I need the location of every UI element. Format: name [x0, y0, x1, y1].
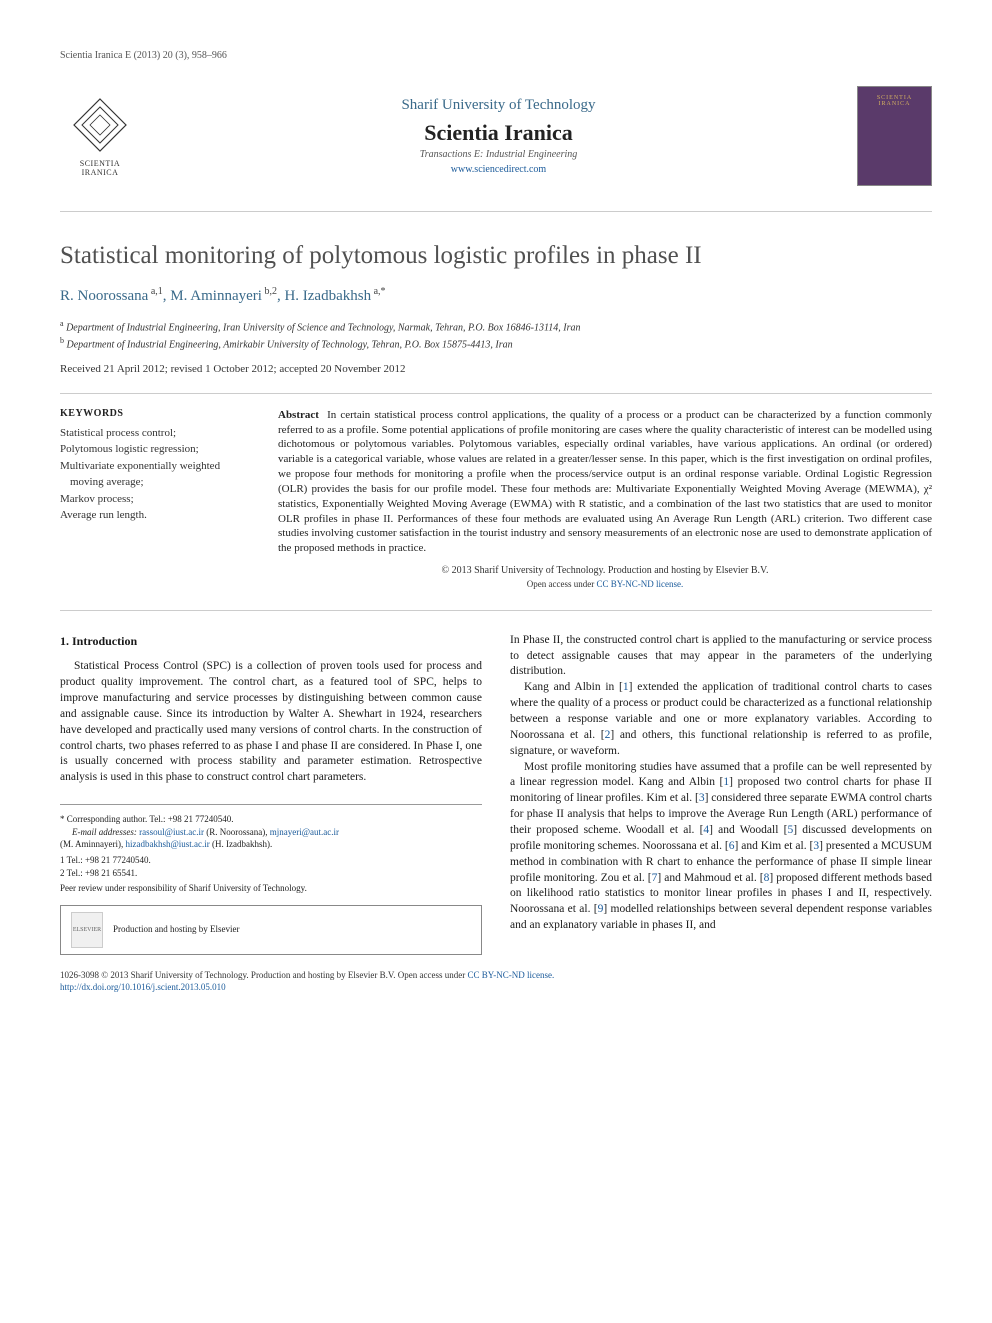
- journal-header: SCIENTIAIRANICA Sharif University of Tec…: [60, 71, 932, 212]
- footer-text: 1026-3098 © 2013 Sharif University of Te…: [60, 970, 398, 980]
- keyword-item: Markov process;: [60, 491, 250, 508]
- body-text: Kang and Albin in [: [524, 681, 623, 693]
- body-paragraph: Statistical Process Control (SPC) is a c…: [60, 659, 482, 786]
- affiliation-line: a Department of Industrial Engineering, …: [60, 319, 932, 333]
- column-left: 1. Introduction Statistical Process Cont…: [60, 633, 482, 955]
- peer-review-note: Peer review under responsibility of Shar…: [60, 882, 482, 895]
- license-line: Open access under CC BY-NC-ND license.: [278, 578, 932, 590]
- article-title: Statistical monitoring of polytomous log…: [60, 242, 932, 270]
- footnotes-block: * Corresponding author. Tel.: +98 21 772…: [60, 804, 482, 955]
- author-name-paren: (R. Noorossana),: [206, 827, 267, 837]
- keyword-item: Multivariate exponentially weighted movi…: [60, 458, 250, 491]
- elsevier-hosting-box: ELSEVIER Production and hosting by Elsev…: [60, 905, 482, 955]
- keyword-item: Polytomous logistic regression;: [60, 441, 250, 458]
- body-paragraph: In Phase II, the constructed control cha…: [510, 633, 932, 681]
- license-prefix: Open access under: [527, 579, 597, 589]
- divider: [60, 610, 932, 611]
- journal-logo-left: SCIENTIAIRANICA: [60, 91, 140, 181]
- body-paragraph: Kang and Albin in [1] extended the appli…: [510, 680, 932, 759]
- logo-left-label: SCIENTIAIRANICA: [80, 159, 120, 177]
- copyright-line: © 2013 Sharif University of Technology. …: [278, 564, 932, 578]
- footer-copyright: 1026-3098 © 2013 Sharif University of Te…: [60, 969, 932, 994]
- section-heading-intro: 1. Introduction: [60, 633, 482, 650]
- column-right: In Phase II, the constructed control cha…: [510, 633, 932, 955]
- affiliation-line: b Department of Industrial Engineering, …: [60, 336, 932, 350]
- footer-license-link[interactable]: CC BY-NC-ND license.: [468, 970, 555, 980]
- elsevier-hosting-text: Production and hosting by Elsevier: [113, 923, 239, 936]
- body-paragraph: Most profile monitoring studies have ass…: [510, 760, 932, 934]
- article-dates: Received 21 April 2012; revised 1 Octobe…: [60, 363, 932, 375]
- author-email[interactable]: hizadbakhsh@iust.ac.ir: [126, 839, 210, 849]
- keywords-heading: KEYWORDS: [60, 408, 250, 419]
- footer-text: Open access under: [398, 970, 468, 980]
- author-name-paren: (M. Aminnayeri),: [60, 839, 123, 849]
- abstract-block: Abstract In certain statistical process …: [278, 408, 932, 590]
- abstract-text: In certain statistical process control a…: [278, 409, 932, 555]
- scientia-logo-icon: [70, 95, 130, 155]
- keyword-item: Average run length.: [60, 507, 250, 524]
- footnote-tel-2: 2 Tel.: +98 21 65541.: [60, 867, 482, 880]
- body-text: ] and Woodall [: [709, 824, 787, 836]
- email-label: E-mail addresses:: [72, 827, 137, 837]
- journal-cover-thumbnail: SCIENTIA IRANICA: [857, 86, 932, 186]
- body-text: ] and Kim et al. [: [735, 840, 814, 852]
- author-email[interactable]: rassoul@iust.ac.ir: [139, 827, 204, 837]
- authors-line: R. Noorossana a,1, M. Aminnayeri b,2, H.…: [60, 286, 932, 305]
- body-text: ] and Mahmoud et al. [: [657, 872, 763, 884]
- university-name: Sharif University of Technology: [140, 97, 857, 114]
- footnote-tel-1: 1 Tel.: +98 21 77240540.: [60, 854, 482, 867]
- divider: [60, 393, 932, 394]
- running-header: Scientia Iranica E (2013) 20 (3), 958–96…: [60, 50, 932, 61]
- cover-title: SCIENTIA IRANICA: [862, 95, 927, 107]
- journal-url[interactable]: www.sciencedirect.com: [140, 164, 857, 175]
- corresponding-author-note: * Corresponding author. Tel.: +98 21 772…: [60, 813, 482, 826]
- journal-transactions: Transactions E: Industrial Engineering: [140, 149, 857, 160]
- keyword-item: Statistical process control;: [60, 425, 250, 442]
- keywords-list: Statistical process control;Polytomous l…: [60, 425, 250, 524]
- journal-name: Scientia Iranica: [140, 120, 857, 146]
- elsevier-logo-icon: ELSEVIER: [71, 912, 103, 948]
- author-email[interactable]: mjnayeri@aut.ac.ir: [270, 827, 339, 837]
- doi-link[interactable]: http://dx.doi.org/10.1016/j.scient.2013.…: [60, 982, 226, 992]
- abstract-label: Abstract: [278, 409, 319, 421]
- author-name-paren: (H. Izadbakhsh).: [212, 839, 272, 849]
- license-link[interactable]: CC BY-NC-ND license.: [596, 579, 683, 589]
